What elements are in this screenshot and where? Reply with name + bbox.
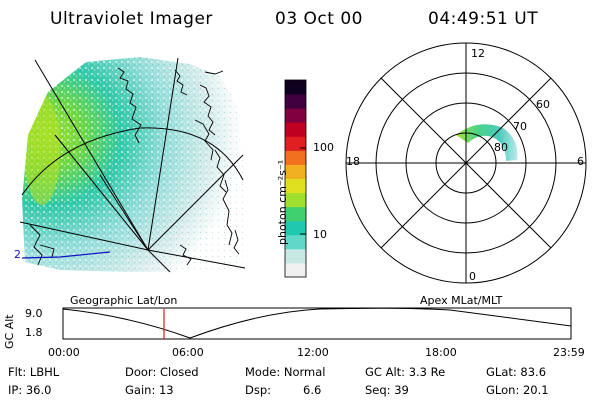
dsp-value: 6.6: [303, 383, 322, 397]
colorbar-segment: [285, 206, 306, 222]
dsp-label: Dsp:: [245, 383, 272, 397]
filter-readout: Flt: LBHL: [8, 365, 60, 379]
timeline-tick-0: 00:00: [48, 346, 80, 359]
timeline-frame: [62, 307, 572, 340]
gc-alt-readout: GC Alt: 3.3 Re: [365, 365, 446, 379]
colorbar-segment: [285, 80, 306, 95]
app-title: Ultraviolet Imager: [50, 9, 213, 29]
colorbar-tick-10: 10: [313, 228, 327, 241]
gain-readout: Gain: 13: [125, 383, 174, 397]
colorbar-segment: [285, 136, 306, 151]
glon-readout: GLon: 20.1: [486, 383, 549, 397]
timeline-tick-2: 12:00: [297, 346, 329, 359]
geographic-lat-lon-label: Geographic Lat/Lon: [70, 294, 178, 307]
orbit-altitude-curve: [62, 307, 572, 339]
polar-label-18: 18: [346, 155, 360, 168]
mode-readout: Mode: Normal: [245, 365, 326, 379]
coastline-lines: [29, 67, 240, 266]
date-readout: 03 Oct 00: [275, 9, 363, 29]
glat-readout: GLat: 83.6: [486, 365, 547, 379]
polar-label-60: 60: [536, 98, 550, 111]
polar-label-6: 6: [577, 155, 584, 168]
apex-mlat-mlt-label: Apex MLat/MLT: [420, 294, 503, 307]
reference-meridian-line: [21, 251, 111, 259]
meridian-label: 2: [14, 248, 21, 261]
colorbar-segment: [285, 248, 306, 264]
polar-label-0: 0: [469, 270, 476, 283]
colorbar-segment: [285, 220, 306, 236]
ip-readout: IP: 36.0: [8, 383, 52, 397]
timeline-tick-1: 06:00: [172, 346, 204, 359]
colorbar-segment: [285, 234, 306, 250]
colorbar-segment: [285, 122, 306, 137]
polar-diagonal-2: [380, 77, 552, 249]
seq-readout: Seq: 39: [365, 383, 409, 397]
colorbar-segment: [285, 108, 306, 123]
colorbar-segment: [285, 262, 306, 278]
colorbar-segment: [285, 192, 306, 208]
colorbar-segment: [285, 94, 306, 109]
timeline-tick-3: 18:00: [425, 346, 457, 359]
colorbar-tick-100: 100: [313, 141, 334, 154]
colorbar-segment: [285, 178, 306, 194]
polar-label-70: 70: [513, 120, 527, 133]
time-readout: 04:49:51 UT: [428, 9, 539, 29]
lat-lon-grid: [19, 57, 246, 273]
polar-label-80: 80: [494, 141, 508, 154]
polar-label-12: 12: [471, 47, 485, 60]
gc-alt-tick-top: 9.0: [25, 307, 43, 320]
colorbar-segment: [285, 150, 306, 165]
colorbar-segment: [285, 164, 306, 179]
door-readout: Door: Closed: [125, 365, 199, 379]
timeline-tick-4: 23:59: [553, 346, 585, 359]
gc-alt-tick-bottom: 1.8: [25, 326, 43, 339]
